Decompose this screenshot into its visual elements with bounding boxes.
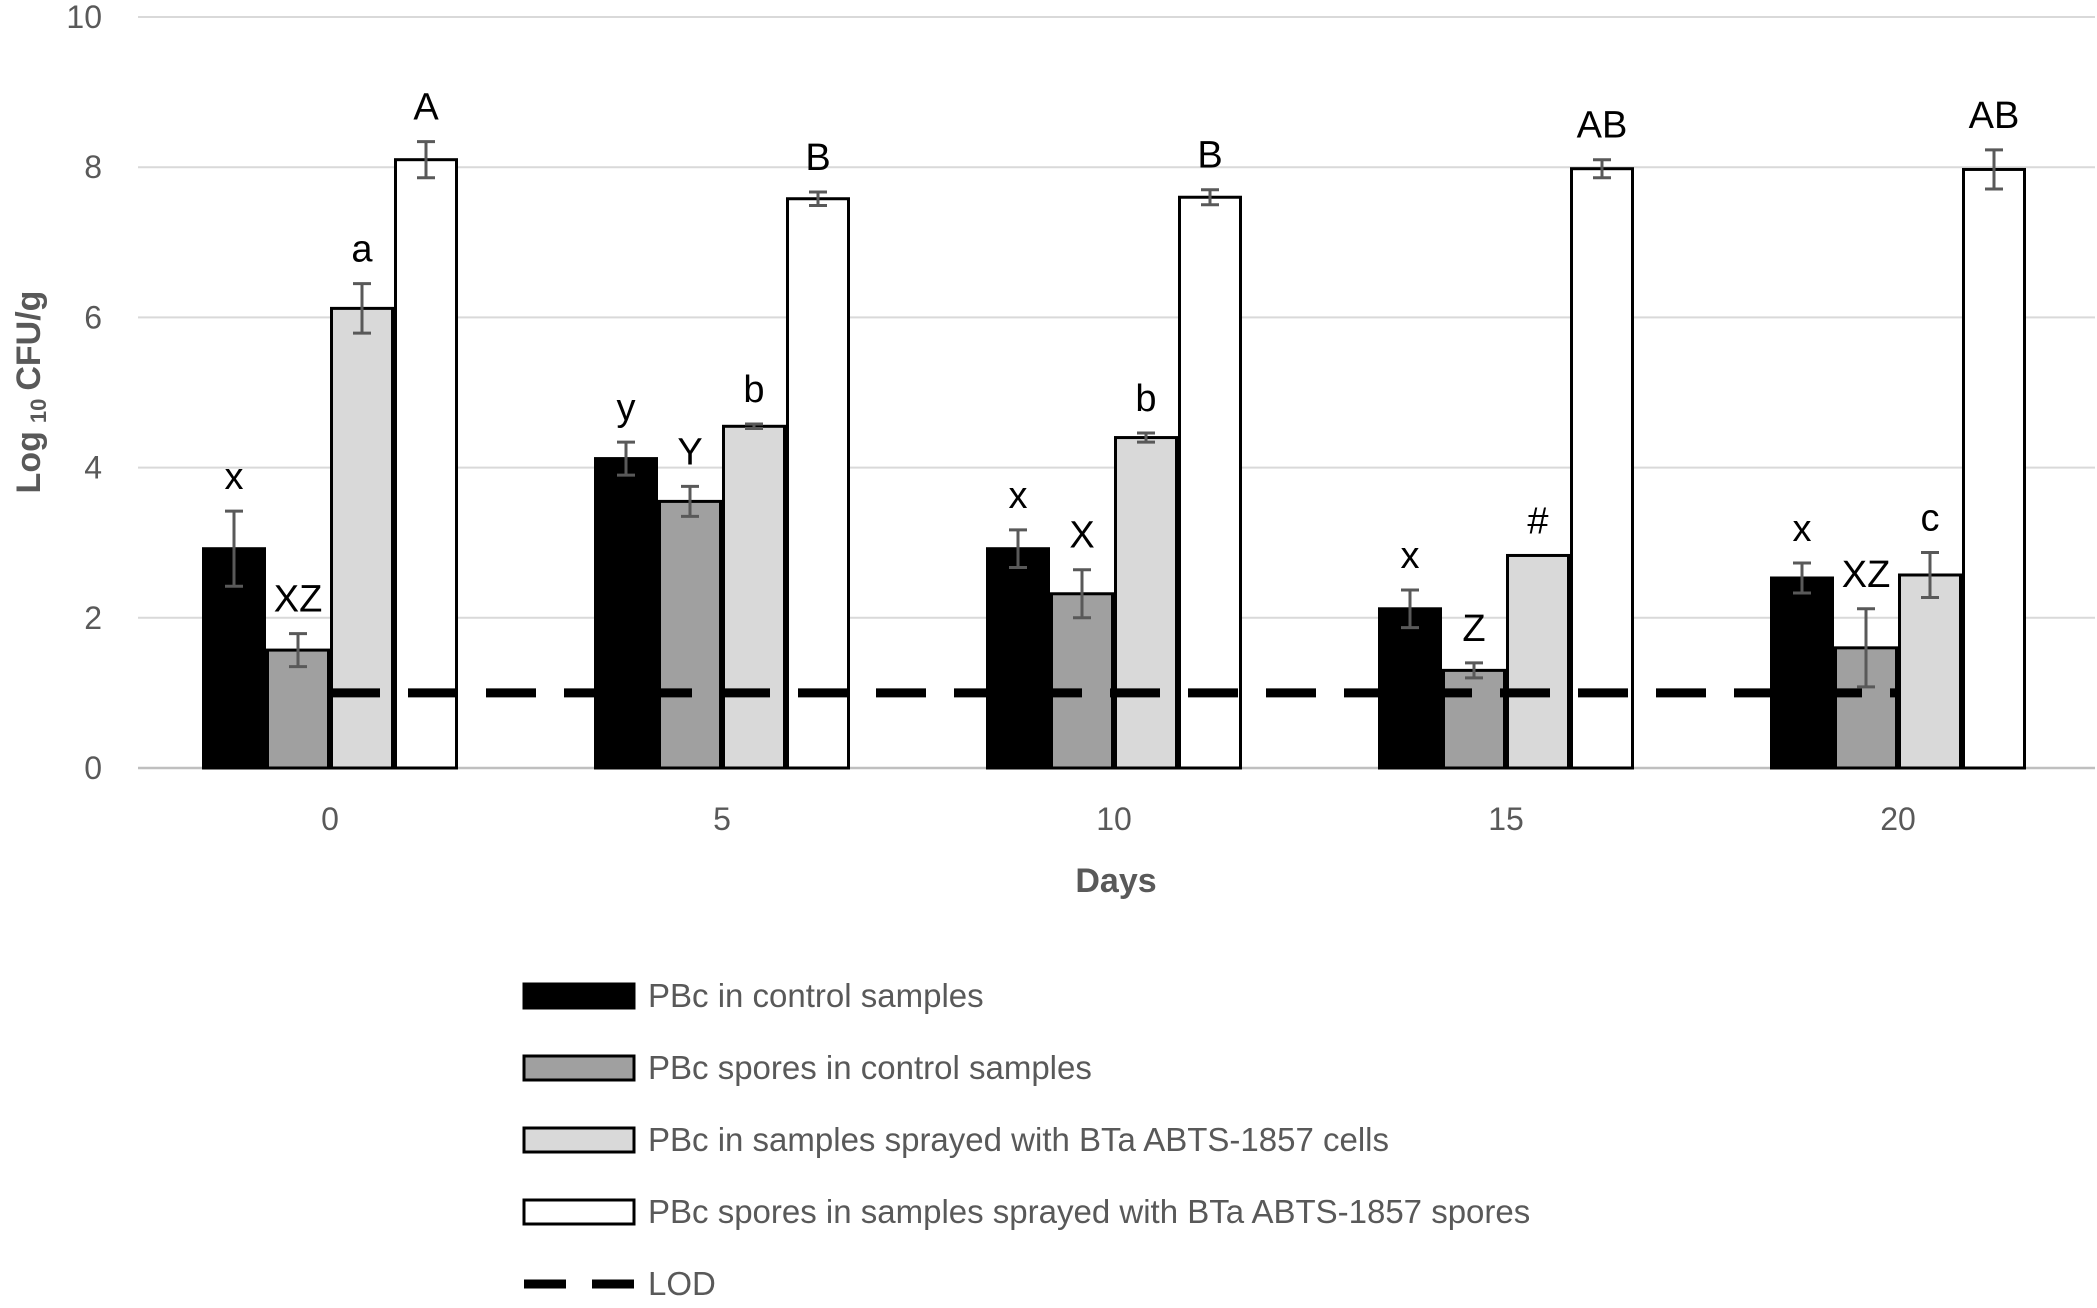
legend: PBc in control samples PBc spores in cont…	[522, 977, 1530, 1302]
y-axis-title-main: Log	[10, 431, 48, 493]
significance-label-s1-day-5: y	[617, 387, 636, 429]
x-axis-title: Days	[1075, 862, 1156, 900]
error-bars	[225, 140, 2003, 689]
significance-label-s4-day-0: A	[413, 87, 439, 129]
legend-swatch-s3	[522, 1126, 636, 1154]
y-axis-ticks: 0 2 4 6 8 10	[66, 0, 102, 786]
bar-s4-day-5	[786, 197, 850, 770]
significance-label-s2-day-15: Z	[1462, 608, 1485, 650]
x-tick-label-10: 10	[1096, 801, 1132, 837]
legend-label-s2: PBc spores in control samples	[648, 1049, 1092, 1086]
bar-s1-day-10	[986, 547, 1050, 770]
bar-s2-day-15	[1442, 668, 1506, 770]
significance-label-s3-day-0: a	[351, 229, 373, 271]
y-axis-title-subscript: 10	[26, 399, 51, 423]
y-tick-label-10: 10	[66, 0, 102, 35]
y-tick-label-8: 8	[84, 149, 102, 185]
significance-label-s2-day-20: XZ	[1842, 554, 1891, 596]
y-axis-title-tail: CFU/g	[10, 291, 48, 391]
significance-label-s3-day-5: b	[743, 369, 764, 411]
significance-label-s3-day-10: b	[1135, 378, 1156, 420]
significance-label-s1-day-15: x	[1401, 535, 1420, 577]
y-tick-label-6: 6	[84, 299, 102, 335]
bars	[202, 158, 2026, 770]
y-tick-label-2: 2	[84, 600, 102, 636]
bar-s2-day-0	[266, 648, 330, 770]
bar-s1-day-20	[1770, 576, 1834, 770]
significance-label-s2-day-5: Y	[677, 431, 702, 473]
bar-s4-day-10	[1178, 195, 1242, 770]
y-axis-title: Log 10 CFU/g	[10, 291, 51, 494]
bar-s3-day-20	[1898, 573, 1962, 770]
significance-label-s1-day-0: x	[225, 456, 244, 498]
significance-label-s2-day-0: XZ	[274, 579, 323, 621]
significance-label-s4-day-10: B	[1197, 135, 1222, 177]
significance-label-s3-day-15: #	[1527, 500, 1548, 542]
bar-s4-day-20	[1962, 167, 2026, 770]
bar-s1-day-5	[594, 457, 658, 770]
bar-s3-day-15	[1506, 553, 1570, 770]
bar-s4-day-0	[394, 158, 458, 770]
significance-label-s4-day-15: AB	[1577, 105, 1628, 147]
significance-label-s4-day-5: B	[805, 137, 830, 179]
significance-label-s1-day-10: x	[1009, 475, 1028, 517]
legend-label-s4: PBc spores in samples sprayed with BTa A…	[648, 1193, 1530, 1230]
bar-s2-day-5	[658, 499, 722, 770]
x-tick-label-0: 0	[321, 801, 339, 837]
y-tick-label-0: 0	[84, 750, 102, 786]
x-tick-label-20: 20	[1880, 801, 1916, 837]
legend-label-lod: LOD	[648, 1265, 716, 1302]
legend-swatch-s1	[522, 982, 636, 1010]
bar-s4-day-15	[1570, 167, 1634, 770]
bar-s1-day-15	[1378, 607, 1442, 770]
y-tick-label-4: 4	[84, 450, 102, 486]
significance-label-s4-day-20: AB	[1969, 95, 2020, 137]
significance-label-s2-day-10: X	[1069, 515, 1094, 557]
significance-label-s3-day-20: c	[1921, 497, 1940, 539]
bar-s3-day-5	[722, 424, 786, 770]
significance-label-s1-day-20: x	[1793, 508, 1812, 550]
bar-s2-day-10	[1050, 592, 1114, 770]
legend-swatch-s4	[522, 1198, 636, 1226]
legend-label-s1: PBc in control samples	[648, 977, 984, 1014]
x-axis-ticks: 0 5 10 15 20	[321, 801, 1916, 837]
legend-label-s3: PBc in samples sprayed with BTa ABTS-185…	[648, 1121, 1389, 1158]
x-tick-label-5: 5	[713, 801, 731, 837]
bar-s3-day-0	[330, 306, 394, 770]
x-tick-label-15: 15	[1488, 801, 1524, 837]
bar-s3-day-10	[1114, 436, 1178, 770]
legend-swatch-s2	[522, 1054, 636, 1082]
